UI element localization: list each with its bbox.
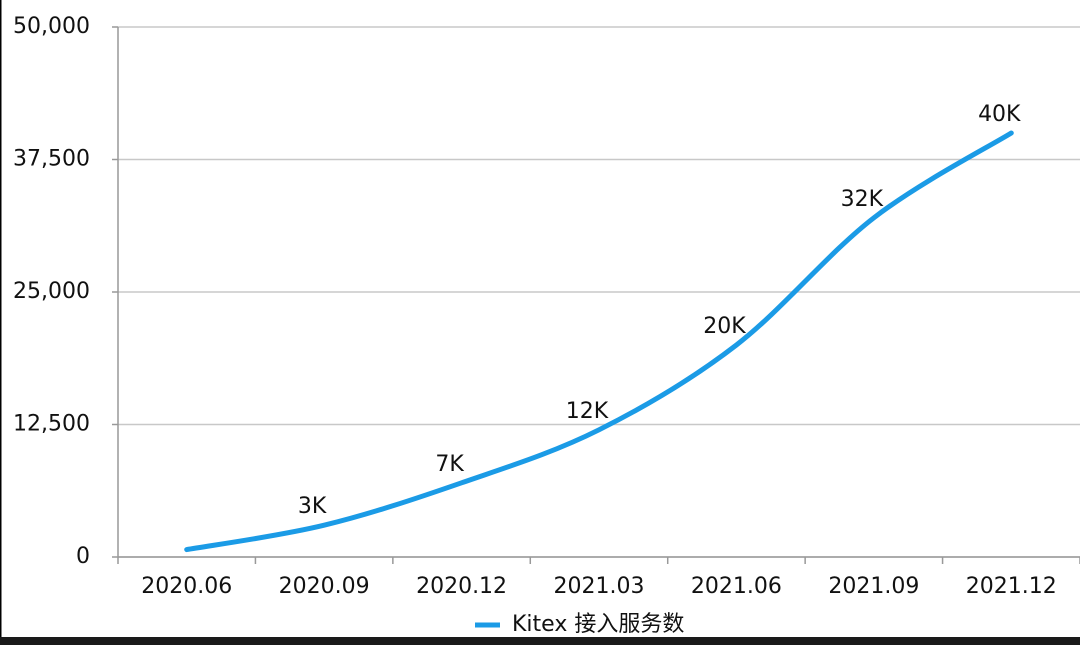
x-tick-label: 2020.09 [279, 574, 370, 599]
y-tick-label: 50,000 [13, 14, 90, 39]
x-tick-label: 2021.06 [691, 574, 782, 599]
value-label: 40K [978, 102, 1021, 127]
value-label: 20K [703, 314, 746, 339]
y-tick-label: 25,000 [13, 279, 90, 304]
legend-label: Kitex 接入服务数 [512, 612, 684, 637]
value-label: 7K [435, 452, 464, 477]
value-label: 3K [298, 494, 327, 519]
value-label: 32K [841, 187, 884, 212]
x-tick-label: 2021.03 [554, 574, 645, 599]
line [184, 130, 1014, 553]
value-label: 12K [566, 399, 609, 424]
y-tick-label: 0 [76, 544, 90, 569]
x-tick-label: 2021.09 [828, 574, 919, 599]
x-tick-label: 2021.12 [966, 574, 1057, 599]
y-tick-label: 37,500 [13, 147, 90, 172]
y-tick-label: 12,500 [13, 412, 90, 437]
x-tick-label: 2020.06 [141, 574, 232, 599]
x-tick-label: 2020.12 [416, 574, 507, 599]
